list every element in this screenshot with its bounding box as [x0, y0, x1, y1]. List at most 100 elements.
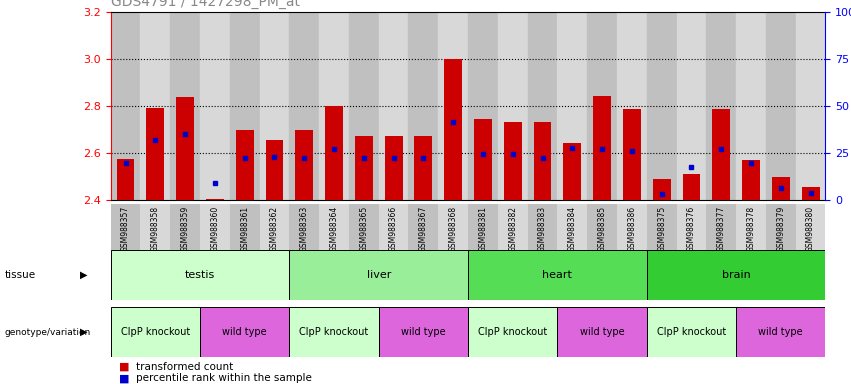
Text: heart: heart	[542, 270, 573, 280]
Bar	[325, 106, 343, 200]
Bar	[176, 98, 194, 200]
Bar	[140, 204, 170, 257]
Text: ClpP knockout: ClpP knockout	[478, 327, 547, 337]
Text: ClpP knockout: ClpP knockout	[300, 327, 368, 337]
Bar	[736, 204, 766, 257]
Bar	[117, 159, 134, 200]
Text: wild type: wild type	[222, 327, 267, 337]
Text: ClpP knockout: ClpP knockout	[121, 327, 190, 337]
Text: GSM988360: GSM988360	[210, 206, 220, 252]
Text: GSM988386: GSM988386	[627, 206, 637, 252]
Text: GSM988384: GSM988384	[568, 206, 577, 252]
Bar	[170, 12, 200, 200]
Bar	[438, 204, 468, 257]
Text: GSM988375: GSM988375	[657, 206, 666, 252]
Bar	[593, 96, 611, 200]
Bar	[468, 12, 498, 200]
Text: GSM988381: GSM988381	[478, 206, 488, 252]
Bar	[289, 250, 468, 300]
Bar	[563, 143, 581, 200]
Bar	[355, 136, 373, 200]
Bar	[736, 307, 825, 357]
Bar	[379, 204, 408, 257]
Text: ■: ■	[119, 362, 129, 372]
Bar	[498, 204, 528, 257]
Bar	[557, 12, 587, 200]
Bar	[706, 204, 736, 257]
Bar	[379, 12, 408, 200]
Bar	[438, 12, 468, 200]
Bar	[319, 12, 349, 200]
Bar	[623, 109, 641, 200]
Bar	[468, 307, 557, 357]
Bar	[468, 204, 498, 257]
Bar	[289, 204, 319, 257]
Bar	[170, 204, 200, 257]
Bar	[742, 160, 760, 200]
Bar	[385, 136, 403, 200]
Text: GSM988365: GSM988365	[359, 206, 368, 252]
Text: GSM988359: GSM988359	[180, 206, 190, 252]
Text: ■: ■	[119, 373, 129, 383]
Bar	[498, 12, 528, 200]
Text: GSM988367: GSM988367	[419, 206, 428, 252]
Bar	[557, 307, 647, 357]
Bar	[677, 204, 706, 257]
Text: brain: brain	[722, 270, 751, 280]
Bar	[444, 58, 462, 200]
Bar	[617, 204, 647, 257]
Text: GSM988366: GSM988366	[389, 206, 398, 252]
Bar	[140, 12, 170, 200]
Bar	[736, 12, 766, 200]
Bar	[802, 187, 820, 200]
Bar	[289, 307, 379, 357]
Bar	[111, 250, 289, 300]
Text: GSM988382: GSM988382	[508, 206, 517, 252]
Bar	[349, 204, 379, 257]
Text: GSM988378: GSM988378	[746, 206, 756, 252]
Text: wild type: wild type	[401, 327, 446, 337]
Text: GSM988383: GSM988383	[538, 206, 547, 252]
Bar	[408, 12, 438, 200]
Text: GSM988368: GSM988368	[448, 206, 458, 252]
Bar	[200, 204, 230, 257]
Text: GDS4791 / 1427298_PM_at: GDS4791 / 1427298_PM_at	[111, 0, 300, 9]
Text: GSM988357: GSM988357	[121, 206, 130, 252]
Text: percentile rank within the sample: percentile rank within the sample	[136, 373, 312, 383]
Bar	[414, 136, 432, 200]
Text: ▶: ▶	[80, 327, 87, 337]
Bar	[236, 130, 254, 200]
Bar	[200, 12, 230, 200]
Text: wild type: wild type	[580, 327, 625, 337]
Text: GSM988376: GSM988376	[687, 206, 696, 252]
Bar	[653, 179, 671, 200]
Bar	[534, 122, 551, 200]
Text: GSM988380: GSM988380	[806, 206, 815, 252]
Bar	[260, 204, 289, 257]
Bar	[230, 12, 260, 200]
Text: GSM988364: GSM988364	[329, 206, 339, 252]
Text: GSM988377: GSM988377	[717, 206, 726, 252]
Bar	[379, 307, 468, 357]
Bar	[319, 204, 349, 257]
Bar	[647, 250, 825, 300]
Bar	[647, 307, 736, 357]
Bar	[468, 250, 647, 300]
Text: ▶: ▶	[80, 270, 87, 280]
Text: testis: testis	[185, 270, 215, 280]
Text: liver: liver	[367, 270, 391, 280]
Text: GSM988385: GSM988385	[597, 206, 607, 252]
Bar	[146, 108, 164, 200]
Bar	[289, 12, 319, 200]
Bar	[683, 174, 700, 200]
Bar	[587, 12, 617, 200]
Bar	[766, 12, 796, 200]
Bar	[111, 307, 200, 357]
Bar	[712, 109, 730, 200]
Bar	[677, 12, 706, 200]
Text: genotype/variation: genotype/variation	[4, 328, 90, 337]
Bar	[796, 204, 825, 257]
Bar	[504, 122, 522, 200]
Text: GSM988379: GSM988379	[776, 206, 785, 252]
Text: GSM988358: GSM988358	[151, 206, 160, 252]
